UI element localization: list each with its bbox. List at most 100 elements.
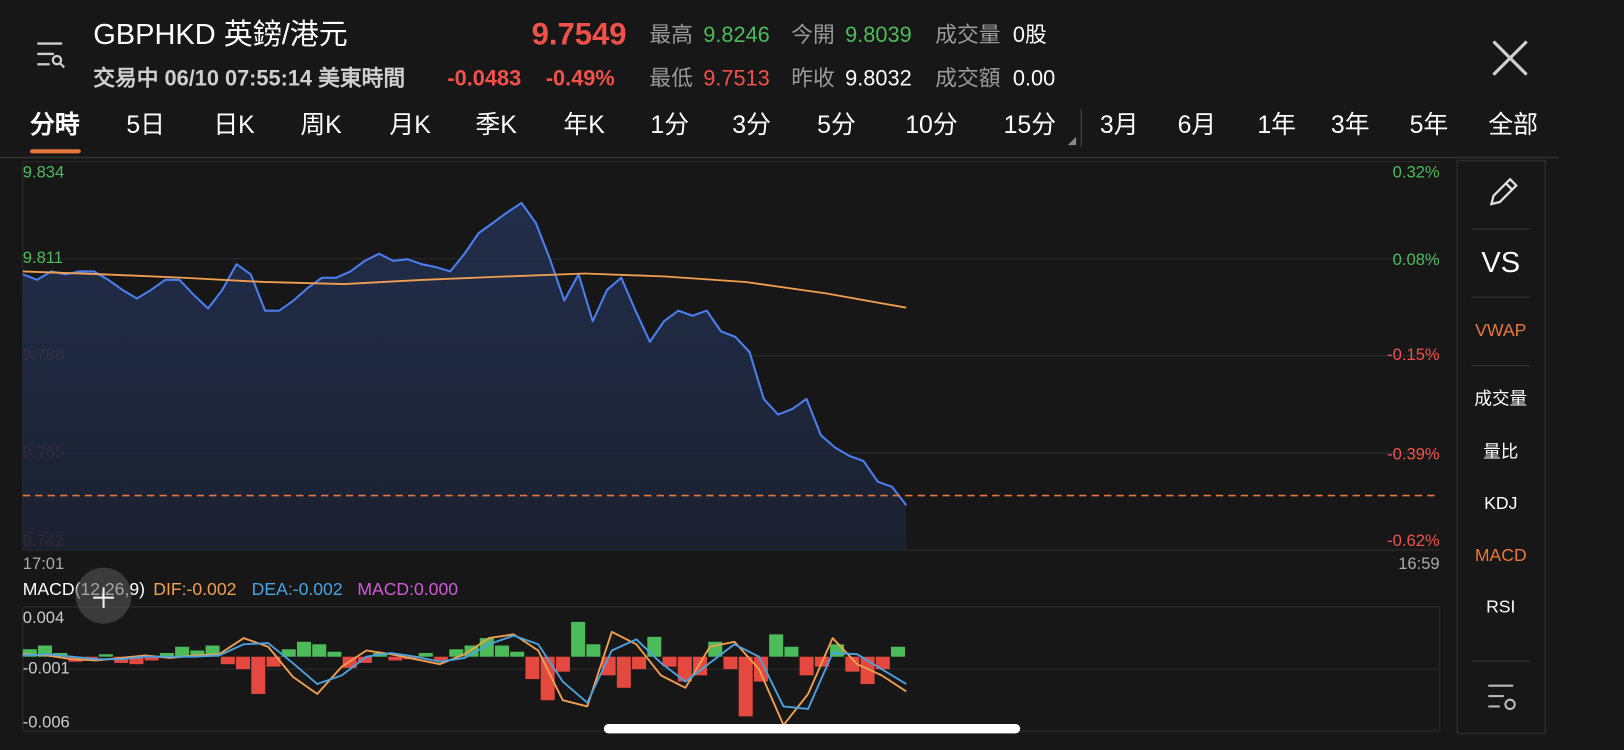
tab[interactable]: 3分 <box>732 111 771 139</box>
macd-bar <box>769 634 784 657</box>
macd-bar <box>266 656 281 667</box>
price-change: -0.0483 <box>447 66 521 91</box>
tab[interactable]: 3月 <box>1100 112 1139 139</box>
side-item[interactable]: MACD <box>1475 545 1527 565</box>
side-item[interactable]: KDJ <box>1484 493 1517 513</box>
macd-bar <box>327 651 342 657</box>
x-tick-label: 17:01 <box>23 554 64 573</box>
tab[interactable]: 6月 <box>1178 112 1217 139</box>
macd-bar <box>555 656 570 672</box>
tab[interactable]: 10分 <box>905 111 957 139</box>
macd-bar <box>251 656 266 694</box>
x-tick-label: 16:59 <box>1398 554 1439 573</box>
macd-bar <box>159 652 174 657</box>
macd-bar <box>190 650 205 657</box>
tab[interactable]: 年K <box>563 111 605 139</box>
macd-bar <box>494 645 509 657</box>
y2-tick-label: 0.32% <box>1393 162 1440 181</box>
macd-bar <box>662 656 677 667</box>
last-price: 9.7549 <box>532 17 627 52</box>
macd-bar <box>464 645 479 657</box>
y-tick-label: -0.001 <box>23 659 70 678</box>
tab[interactable]: 季K <box>475 111 517 139</box>
symbol: GBPHKD 英鎊/港元 <box>93 18 348 51</box>
tab[interactable]: 5年 <box>1410 111 1449 139</box>
macd-bar <box>525 656 540 680</box>
macd-bar <box>586 644 601 657</box>
stat-label: 今開 <box>791 22 835 47</box>
macd-bar <box>38 645 53 657</box>
stat-value: 9.8039 <box>845 22 912 47</box>
tab[interactable]: 5日 <box>126 112 165 139</box>
active-tab-indicator <box>30 149 81 154</box>
side-item[interactable]: RSI <box>1486 597 1515 617</box>
settings-icon[interactable] <box>1488 684 1516 711</box>
stat-label: 成交量 <box>935 22 1000 47</box>
macd-bar <box>601 656 616 676</box>
legend-item: DEA:-0.002 <box>252 579 343 599</box>
crosshair-icon <box>93 587 114 609</box>
macd-bar <box>616 656 631 688</box>
close-icon[interactable] <box>1492 40 1528 76</box>
tab[interactable]: 1年 <box>1257 111 1296 139</box>
side-item[interactable]: 量比 <box>1483 441 1518 461</box>
stat-label: 昨收 <box>791 66 835 91</box>
macd-bar <box>647 636 662 657</box>
price-area <box>22 202 907 551</box>
macd-bar <box>357 656 372 663</box>
stat-value: 0股 <box>1013 22 1047 47</box>
macd-bar <box>799 656 814 676</box>
y2-tick-label: -0.62% <box>1387 531 1440 550</box>
tab[interactable]: 5分 <box>817 111 856 139</box>
macd-bar <box>632 656 647 670</box>
macd-bar <box>281 649 296 657</box>
macd-bar <box>449 649 464 657</box>
macd-bar <box>434 656 449 661</box>
home-indicator <box>603 724 1021 734</box>
side-item[interactable]: VS <box>1481 247 1520 279</box>
tab[interactable]: 分時 <box>30 110 80 139</box>
macd-bar <box>571 621 586 657</box>
y-tick-label: -0.006 <box>23 712 70 731</box>
macd-bar <box>144 656 159 661</box>
macd-bar <box>891 646 906 657</box>
stat-label: 最低 <box>649 66 693 91</box>
tab[interactable]: 全部 <box>1488 111 1538 139</box>
macd-bar <box>753 656 768 682</box>
macd-bar <box>784 646 799 657</box>
tab[interactable]: 日K <box>213 112 255 139</box>
macd-bar <box>388 656 403 661</box>
price-line <box>22 201 908 506</box>
tab[interactable]: 周K <box>300 112 342 139</box>
side-item[interactable]: 成交量 <box>1474 389 1527 409</box>
tab[interactable]: 3年 <box>1331 111 1370 139</box>
macd-bar <box>677 656 692 682</box>
pencil-icon[interactable] <box>1489 177 1518 206</box>
stat-label: 最高 <box>649 22 693 47</box>
tab[interactable]: 15分 <box>1004 111 1056 139</box>
legend-item: MACD:0.000 <box>357 579 458 599</box>
macd-bar <box>875 656 890 670</box>
price-change-pct: -0.49% <box>546 66 615 91</box>
macd-bar <box>723 656 738 670</box>
macd-bar <box>510 651 525 657</box>
y2-tick-label: -0.39% <box>1387 444 1440 463</box>
side-item[interactable]: VWAP <box>1475 320 1526 340</box>
market-status: 交易中 06/10 07:55:14 美東時間 <box>93 66 405 91</box>
macd-bar <box>22 649 37 657</box>
y-tick-label: 9.811 <box>23 248 63 267</box>
macd-bar <box>312 644 327 657</box>
dif-line <box>22 630 907 727</box>
macd-bar <box>540 656 555 701</box>
stat-value: 0.00 <box>1013 66 1055 91</box>
macd-bar <box>236 656 251 670</box>
macd-bar <box>175 646 190 657</box>
tab[interactable]: 1分 <box>650 111 689 139</box>
macd-bar <box>205 645 220 657</box>
tab[interactable]: 月K <box>389 112 431 139</box>
stat-value: 9.8032 <box>845 66 912 91</box>
menu-icon[interactable] <box>37 42 66 69</box>
macd-bar <box>129 656 144 665</box>
stat-value: 9.7513 <box>703 66 770 91</box>
